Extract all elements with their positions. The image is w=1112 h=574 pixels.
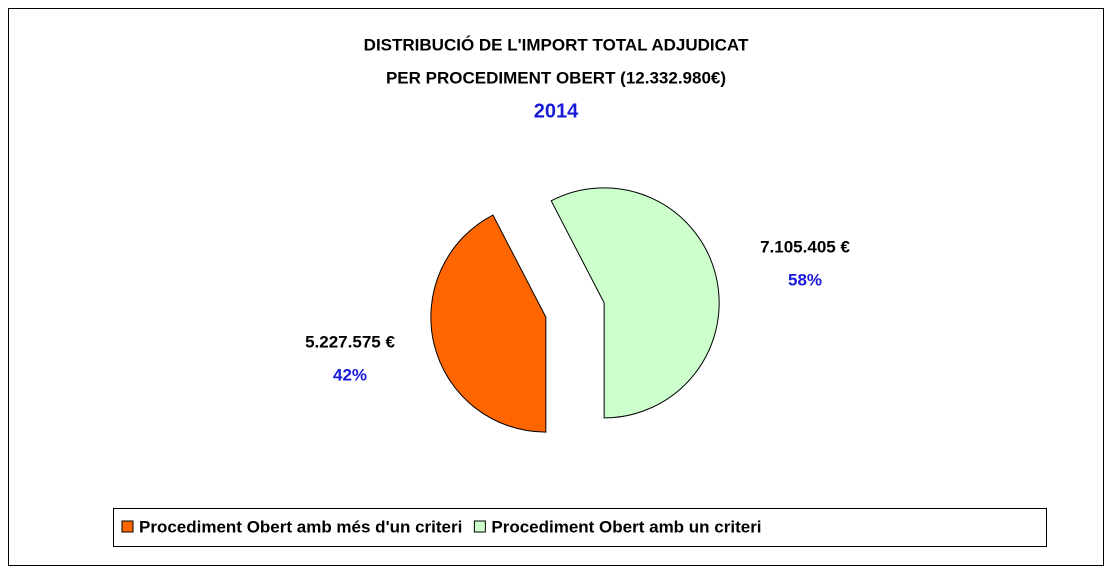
pie-slice — [430, 214, 547, 433]
percent-label: 58% — [788, 270, 822, 289]
pie-slice — [550, 187, 720, 419]
percent-label: 42% — [333, 365, 367, 384]
chart-title: DISTRIBUCIÓ DE L'IMPORT TOTAL ADJUDICAT — [364, 35, 749, 54]
chart-frame — [8, 8, 1104, 566]
legend — [113, 508, 1047, 547]
legend-label: Procediment Obert amb un criteri — [491, 517, 761, 536]
chart-title: PER PROCEDIMENT OBERT (12.332.980€) — [386, 68, 726, 87]
legend-swatch — [121, 520, 134, 533]
value-label: 7.105.405 € — [760, 237, 850, 256]
legend-label: Procediment Obert amb més d'un criteri — [139, 517, 462, 536]
legend-swatch — [473, 520, 486, 533]
chart-subtitle: 2014 — [534, 100, 579, 122]
value-label: 5.227.575 € — [305, 332, 395, 351]
